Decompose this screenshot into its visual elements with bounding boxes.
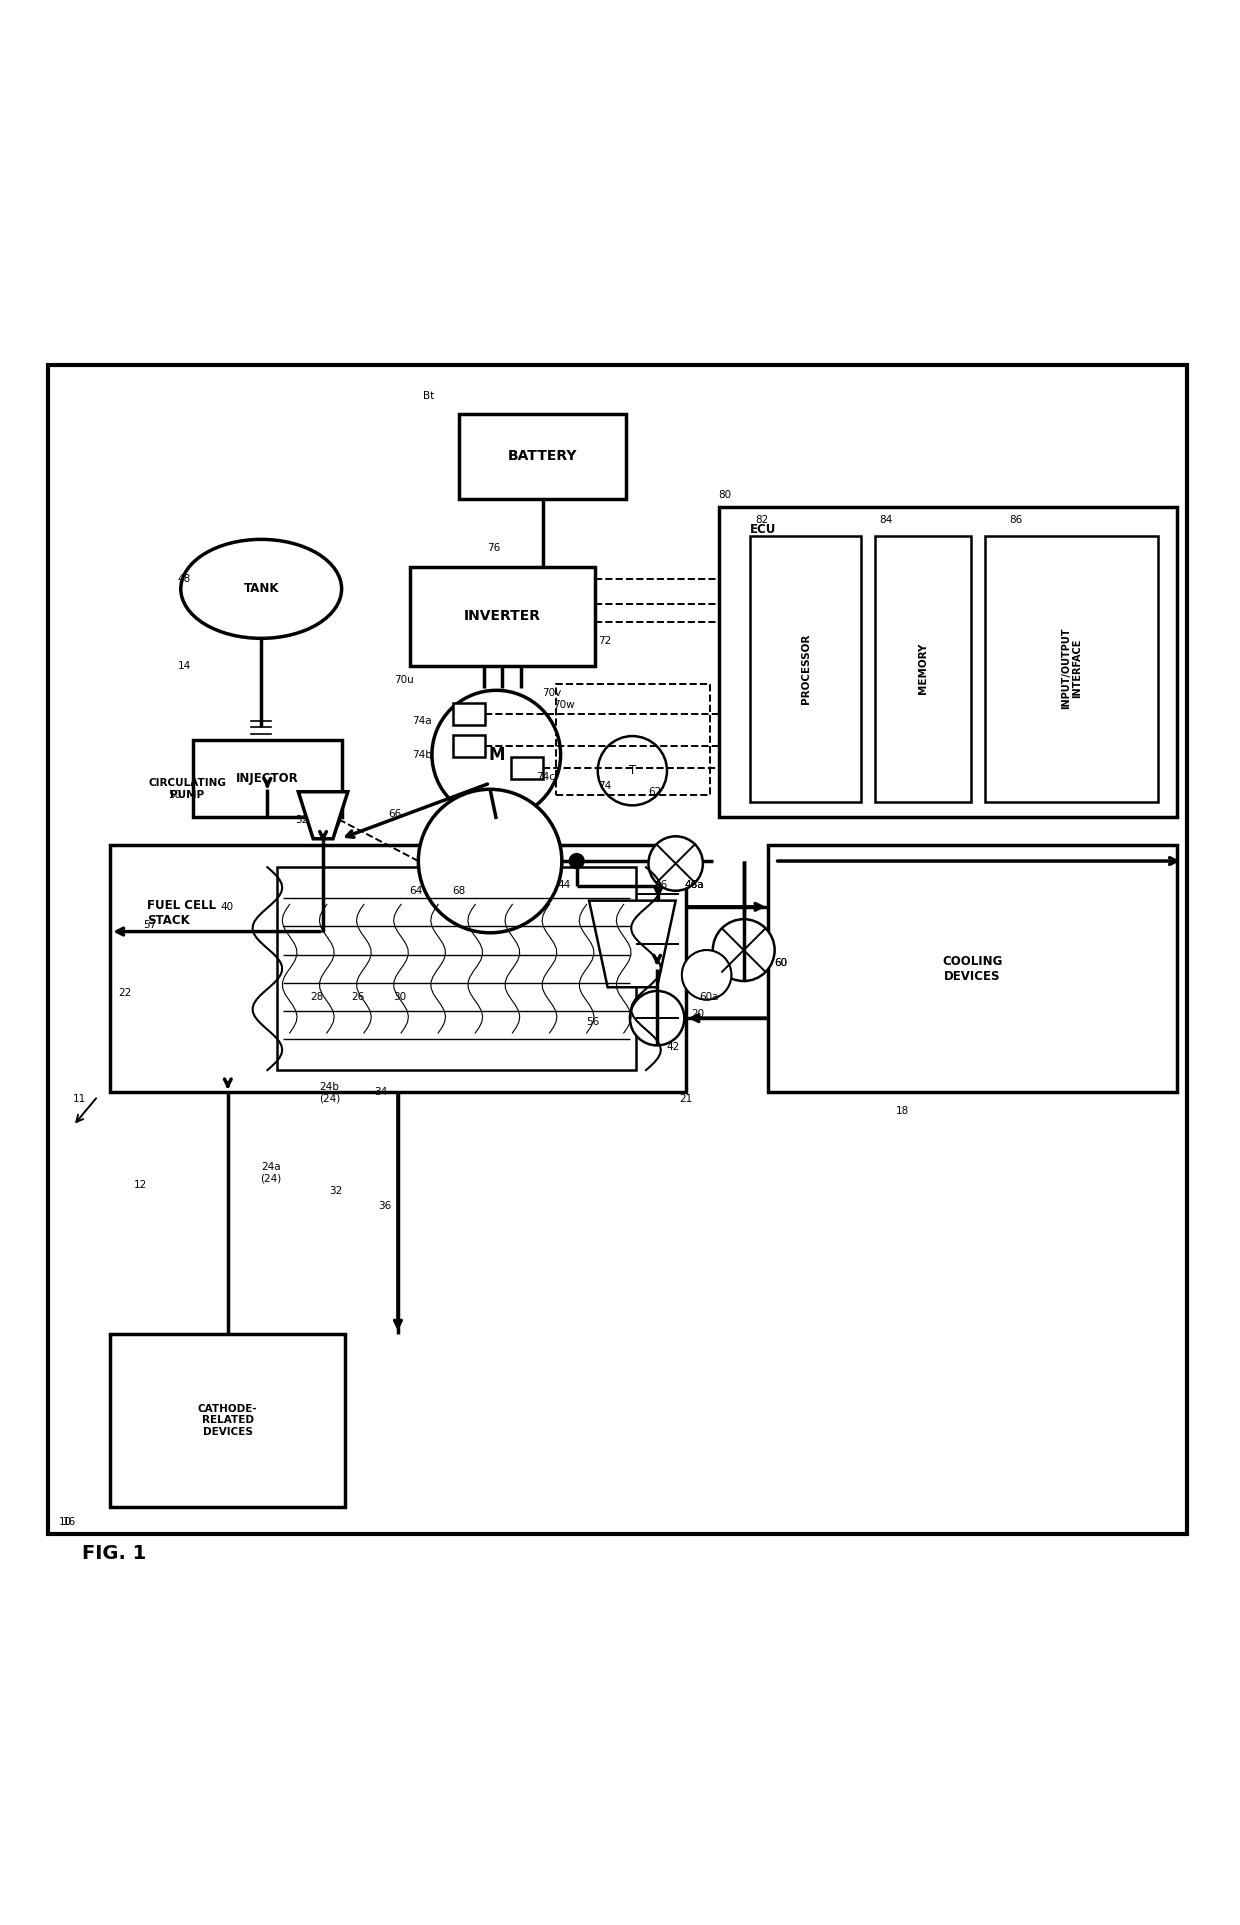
Bar (453, 703, 485, 726)
Text: 86: 86 (1009, 514, 1023, 526)
Circle shape (432, 691, 560, 818)
Bar (278, 868, 636, 1070)
Text: FUEL CELL
STACK: FUEL CELL STACK (148, 899, 217, 928)
Text: 74a: 74a (412, 716, 432, 726)
Text: 40: 40 (219, 901, 233, 912)
Text: 68: 68 (453, 886, 466, 895)
Text: 10: 10 (60, 1517, 72, 1527)
Text: FIG. 1: FIG. 1 (82, 1544, 146, 1563)
Text: 14: 14 (177, 660, 191, 670)
Bar (769, 845, 1177, 1091)
Text: INJECTOR: INJECTOR (236, 772, 299, 785)
Polygon shape (589, 901, 676, 988)
Text: PROCESSOR: PROCESSOR (801, 633, 811, 705)
Text: 57: 57 (144, 920, 156, 930)
Text: 64: 64 (409, 886, 423, 895)
Text: COOLING
DEVICES: COOLING DEVICES (942, 955, 1003, 982)
Text: 44: 44 (558, 880, 570, 889)
Text: 70v: 70v (542, 687, 562, 697)
Bar (110, 845, 686, 1091)
Text: 70w: 70w (553, 701, 575, 710)
Text: 28: 28 (310, 991, 324, 1003)
Text: 42: 42 (667, 1041, 680, 1051)
Text: 74: 74 (599, 780, 611, 791)
Text: BATTERY: BATTERY (508, 449, 578, 464)
Bar (511, 757, 543, 780)
Text: T: T (629, 764, 636, 778)
Text: 34: 34 (374, 1088, 388, 1097)
Text: 30: 30 (393, 991, 407, 1003)
Text: 82: 82 (755, 514, 769, 526)
Text: INVERTER: INVERTER (464, 608, 541, 624)
Bar (453, 735, 485, 757)
Text: 80: 80 (719, 489, 732, 500)
Text: 60: 60 (774, 957, 787, 968)
Bar (459, 414, 626, 499)
Text: 18: 18 (895, 1107, 909, 1116)
Bar (556, 683, 711, 795)
Text: 46a: 46a (684, 880, 704, 889)
Text: M: M (489, 745, 505, 764)
Text: 66: 66 (388, 808, 402, 818)
Text: 46: 46 (655, 880, 667, 889)
Bar (750, 535, 862, 801)
Text: 20: 20 (692, 1009, 704, 1020)
Text: INPUT/OUTPUT
INTERFACE: INPUT/OUTPUT INTERFACE (1060, 628, 1083, 710)
Text: 76: 76 (487, 543, 501, 552)
Bar (875, 535, 971, 801)
Text: Bt: Bt (423, 391, 434, 400)
Text: 84: 84 (879, 514, 893, 526)
Text: MEMORY: MEMORY (918, 643, 928, 695)
Bar (985, 535, 1158, 801)
Text: 52: 52 (295, 814, 309, 826)
Text: 74b: 74b (412, 749, 432, 760)
Polygon shape (299, 791, 347, 839)
Text: 50: 50 (169, 791, 181, 801)
Text: ECU: ECU (750, 524, 776, 535)
Ellipse shape (181, 539, 342, 639)
Text: 56: 56 (587, 1016, 599, 1026)
Text: 72: 72 (599, 635, 611, 645)
Text: 12: 12 (134, 1180, 146, 1190)
Circle shape (649, 835, 703, 891)
Text: 36: 36 (378, 1201, 392, 1211)
Text: 21: 21 (680, 1093, 692, 1103)
Text: TANK: TANK (243, 583, 279, 595)
Text: 62: 62 (649, 787, 661, 797)
Bar (193, 739, 342, 816)
Circle shape (682, 951, 732, 999)
Bar (719, 506, 1177, 816)
Circle shape (569, 853, 584, 868)
Text: 74c: 74c (536, 772, 556, 782)
Text: 22: 22 (119, 988, 131, 999)
Text: 70u: 70u (393, 676, 413, 685)
Text: CATHODE-
RELATED
DEVICES: CATHODE- RELATED DEVICES (198, 1403, 258, 1436)
Circle shape (713, 920, 775, 982)
Text: 16: 16 (63, 1517, 76, 1527)
Text: 60a: 60a (699, 991, 719, 1003)
Text: 60: 60 (774, 957, 787, 968)
Bar (110, 1334, 345, 1507)
Text: 46a: 46a (684, 880, 704, 889)
Bar (409, 566, 595, 666)
Text: 32: 32 (329, 1186, 342, 1195)
Text: 48: 48 (177, 574, 191, 583)
Circle shape (630, 991, 684, 1045)
Text: 24b
(24): 24b (24) (319, 1082, 340, 1103)
Text: 11: 11 (73, 1093, 86, 1103)
Circle shape (598, 735, 667, 805)
Circle shape (418, 789, 562, 934)
Text: 24a
(24): 24a (24) (260, 1163, 281, 1184)
Circle shape (682, 951, 732, 999)
Text: CIRCULATING
PUMP: CIRCULATING PUMP (148, 778, 226, 801)
Text: 26: 26 (351, 991, 365, 1003)
